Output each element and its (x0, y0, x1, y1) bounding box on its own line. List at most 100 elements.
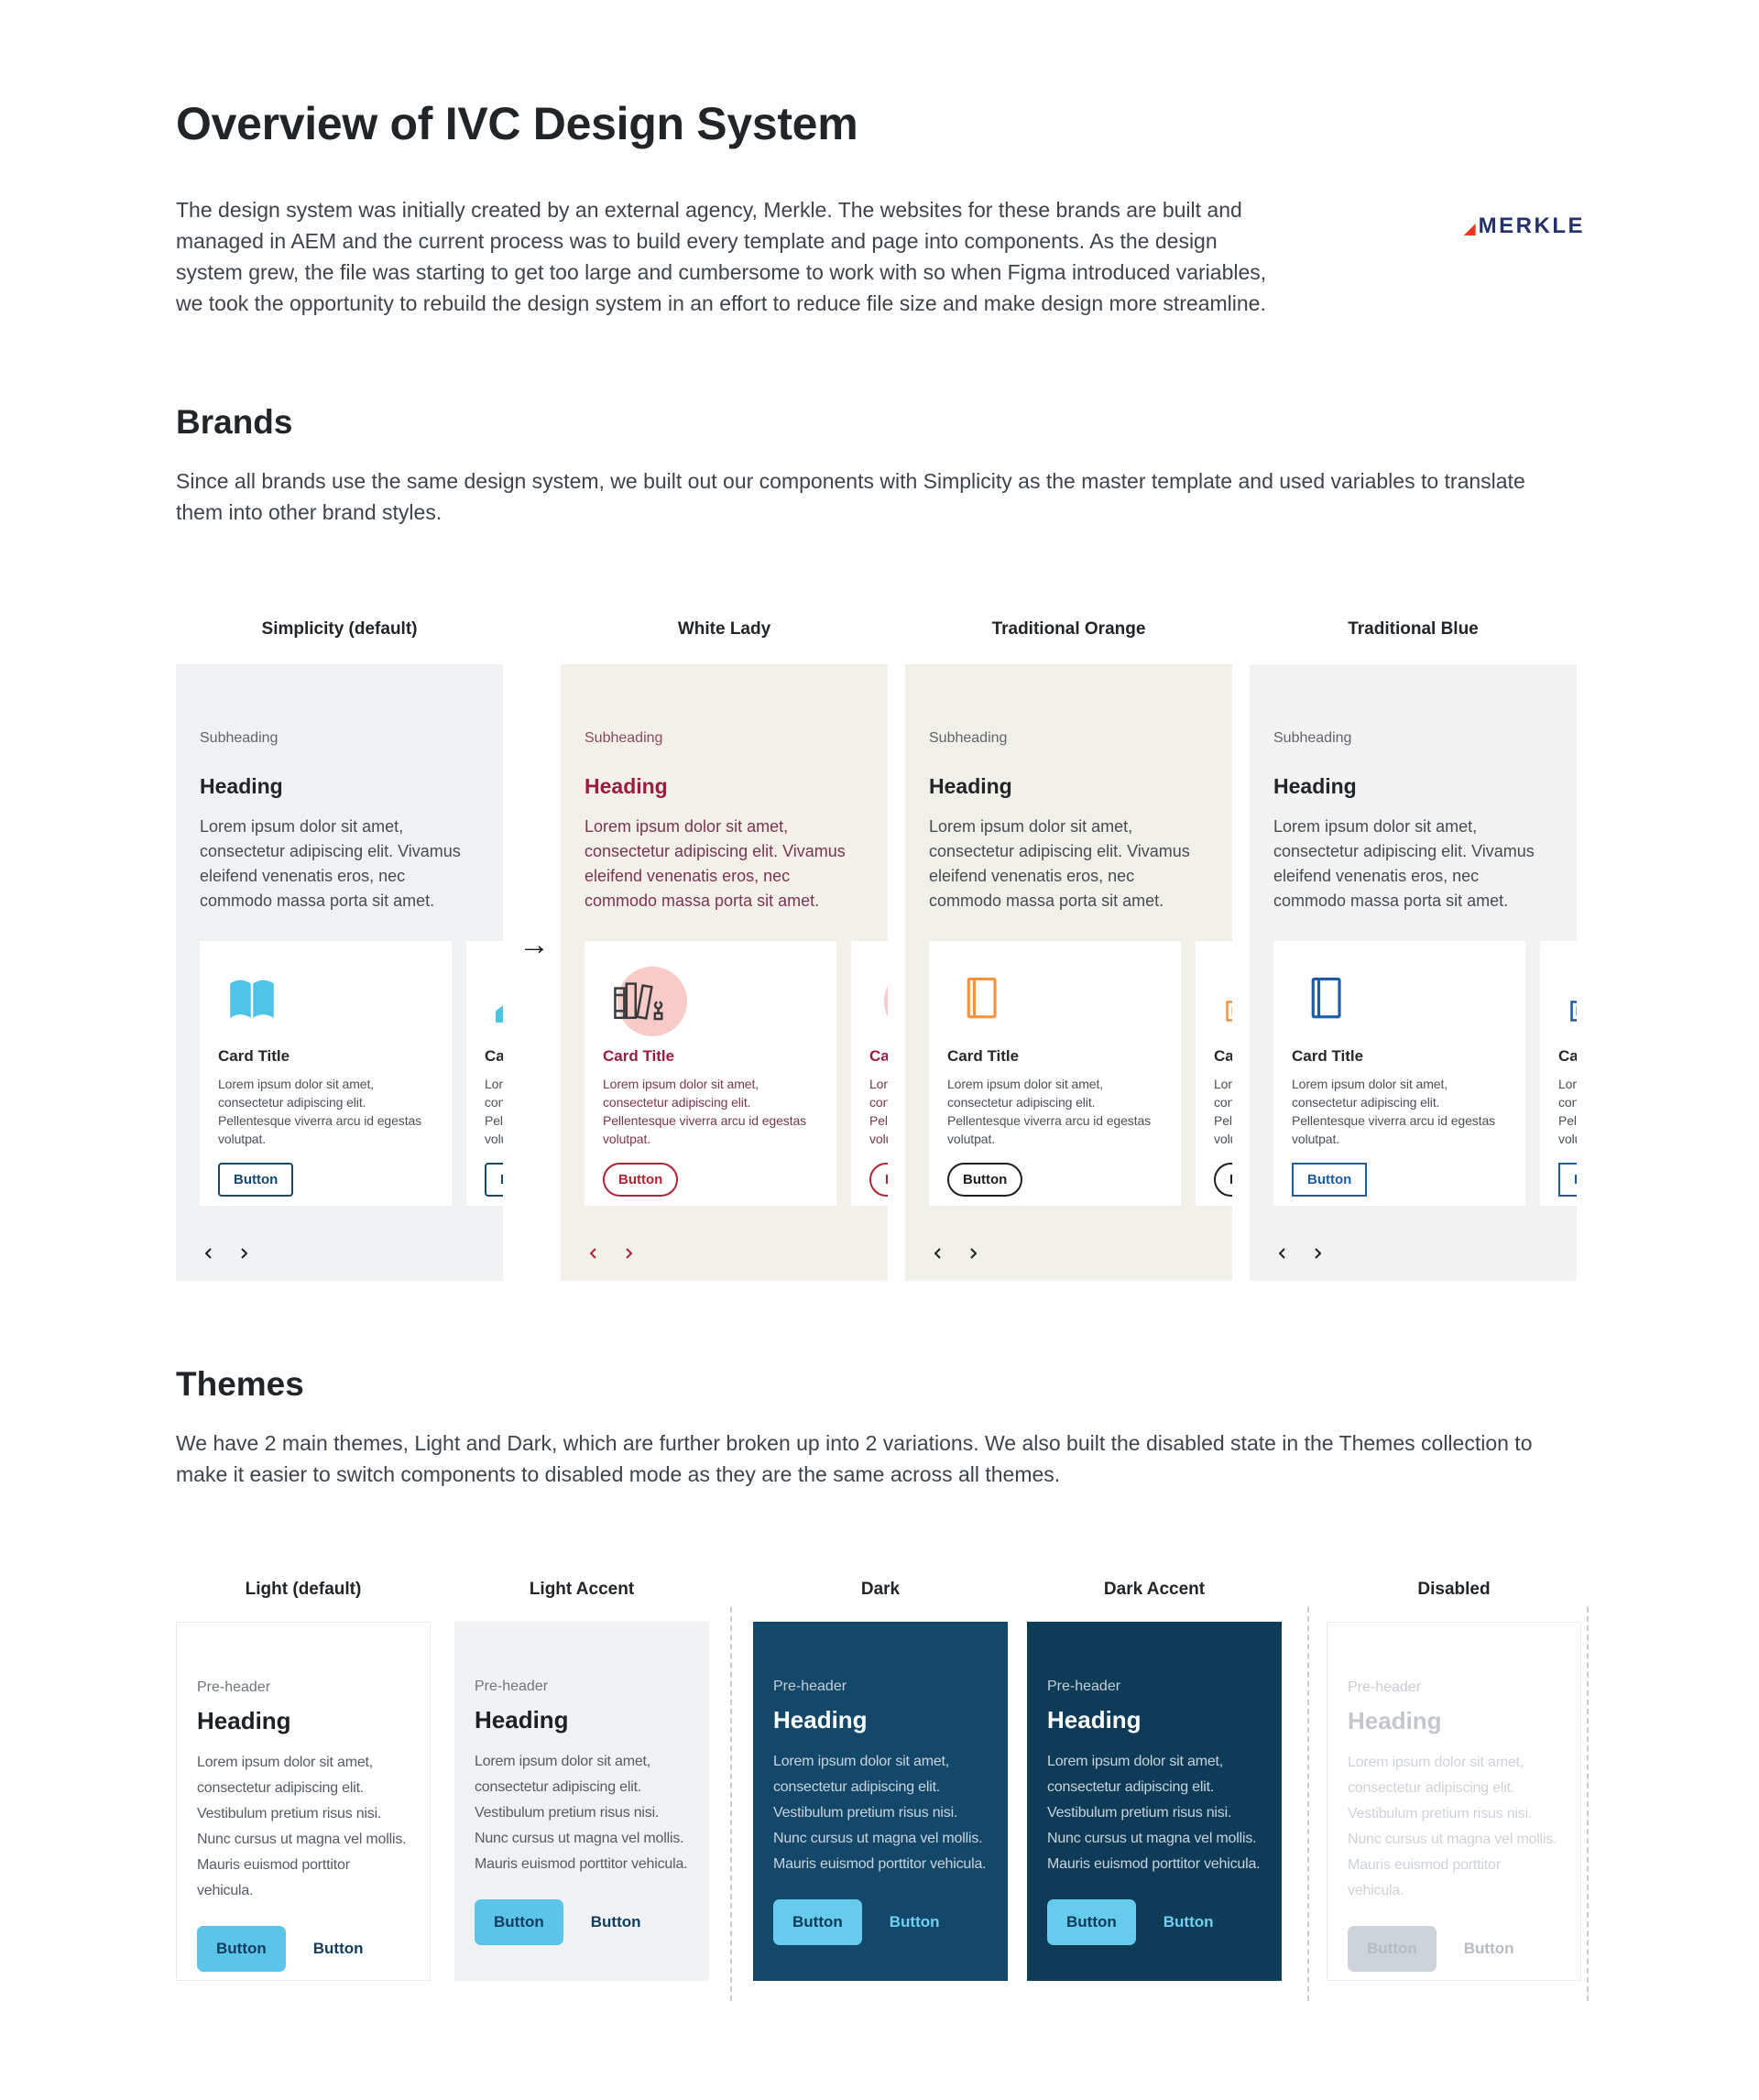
secondary-button[interactable]: Button (312, 1940, 364, 1957)
body-text: Lorem ipsum dolor sit amet, consectetur … (475, 1754, 688, 1872)
card-body: Lorem ipsum dolor sit amet, consectetur … (1292, 1077, 1496, 1146)
carousel-card: Card Title Lorem ipsum dolor sit amet, c… (1196, 941, 1232, 1206)
heading: Heading (197, 1707, 291, 1734)
card-button[interactable]: Button (869, 1163, 888, 1197)
carousel-prev-icon[interactable] (931, 1246, 945, 1261)
primary-button[interactable]: Button (1348, 1926, 1437, 1972)
themes-row: Light (default) Pre-header Heading Lorem… (176, 1580, 1759, 2001)
bookshelf-icon (614, 982, 663, 1021)
secondary-button[interactable]: Button (1163, 1913, 1214, 1930)
button-row: Button Button (197, 1926, 410, 1972)
dashed-separator (1307, 1607, 1309, 2001)
card-carousel: Card Title Lorem ipsum dolor sit amet, c… (929, 941, 1232, 1206)
theme-card-dark-accent: Pre-header Heading Lorem ipsum dolor sit… (1027, 1622, 1282, 1981)
open-book-icon (230, 979, 274, 1018)
brands-row: → Simplicity (default) Subheading Headin… (176, 619, 1759, 1281)
card-title: Card Title (1292, 1047, 1364, 1065)
pre-header: Pre-header (1348, 1679, 1422, 1695)
factory-icon (1226, 1001, 1232, 1022)
card-body: Lorem ipsum dolor sit amet, consectetur … (1558, 1077, 1577, 1146)
primary-button[interactable]: Button (475, 1899, 563, 1945)
heading: Heading (475, 1706, 569, 1734)
brand-column-simplicity: Simplicity (default) Subheading Heading … (176, 619, 503, 1281)
primary-button[interactable]: Button (197, 1926, 286, 1972)
card-icon-area (1292, 972, 1507, 1040)
subheading: Subheading (929, 730, 1008, 746)
theme-label: Disabled (1417, 1580, 1491, 1599)
carousel-card: Card Title Lorem ipsum dolor sit amet, c… (200, 941, 452, 1206)
carousel-controls (586, 1246, 888, 1261)
brands-section-description: Since all brands use the same design sys… (176, 469, 1525, 524)
merkle-logo-text: MERKLE (1478, 213, 1585, 238)
carousel-controls (1275, 1246, 1577, 1261)
brand-label: Traditional Blue (1348, 619, 1479, 639)
themes-section-heading: Themes (176, 1365, 304, 1403)
subheading: Subheading (1273, 730, 1352, 746)
merkle-logo-mark-icon (1463, 224, 1476, 235)
icon-backdrop-circle (617, 967, 687, 1036)
card-button[interactable]: Button (218, 1163, 294, 1197)
secondary-button[interactable]: Button (1463, 1940, 1514, 1957)
card-button[interactable]: Button (1292, 1163, 1368, 1197)
brand-card-traditional-orange: Subheading Heading Lorem ipsum dolor sit… (905, 664, 1232, 1281)
body-text: Lorem ipsum dolor sit amet, consectetur … (929, 817, 1190, 910)
brand-column-traditional-orange: Traditional Orange Subheading Heading Lo… (905, 619, 1232, 1281)
carousel-next-icon[interactable] (236, 1246, 251, 1261)
button-row: Button Button (773, 1899, 988, 1945)
carousel-prev-icon[interactable] (586, 1246, 601, 1261)
carousel-card: Card Title Lorem ipsum dolor sit amet, c… (466, 941, 503, 1206)
card-button[interactable]: Button (1558, 1163, 1577, 1197)
brand-card-traditional-blue: Subheading Heading Lorem ipsum dolor sit… (1250, 664, 1577, 1281)
card-icon-area (1558, 972, 1577, 1040)
theme-column-light-default: Light (default) Pre-header Heading Lorem… (176, 1580, 431, 1981)
carousel-card: Card Title Lorem ipsum dolor sit amet, c… (1273, 941, 1525, 1206)
card-button[interactable]: Button (485, 1163, 503, 1197)
theme-card-light-accent: Pre-header Heading Lorem ipsum dolor sit… (454, 1622, 709, 1981)
card-body: Lorem ipsum dolor sit amet, consectetur … (218, 1077, 422, 1146)
card-icon-area (218, 972, 433, 1040)
brand-card-white-lady: Subheading Heading Lorem ipsum dolor sit… (561, 664, 888, 1281)
church-icon (875, 972, 888, 1027)
carousel-prev-icon[interactable] (1275, 1246, 1290, 1261)
secondary-button[interactable]: Button (889, 1913, 940, 1930)
pre-header: Pre-header (773, 1679, 847, 1694)
brand-label: Simplicity (default) (261, 619, 418, 639)
primary-button[interactable]: Button (1047, 1899, 1136, 1945)
card-carousel: Card Title Lorem ipsum dolor sit amet, c… (1273, 941, 1577, 1206)
theme-label: Dark (860, 1580, 901, 1599)
intro-paragraph: The design system was initially created … (176, 198, 1267, 315)
transform-arrow-icon: → (519, 927, 550, 962)
card-button[interactable]: Button (603, 1163, 679, 1197)
carousel-next-icon[interactable] (1310, 1246, 1325, 1261)
body-text: Lorem ipsum dolor sit amet, consectetur … (200, 817, 461, 910)
church-icon (496, 1005, 503, 1023)
carousel-card: Card Title Lorem ipsum dolor sit amet, c… (1540, 941, 1577, 1206)
card-button[interactable]: Button (947, 1163, 1023, 1197)
theme-column-dark: Dark Pre-header Heading Lorem ipsum dolo… (753, 1580, 1008, 1981)
card-body: Lorem ipsum dolor sit amet, consectetur … (603, 1077, 807, 1146)
body-text: Lorem ipsum dolor sit amet, consectetur … (773, 1754, 987, 1872)
button-row: Button Button (1047, 1899, 1262, 1945)
brand-label: Traditional Orange (991, 619, 1146, 639)
carousel-prev-icon[interactable] (202, 1246, 216, 1261)
primary-button[interactable]: Button (773, 1899, 862, 1945)
page-title: Overview of IVC Design System (176, 98, 858, 149)
theme-column-light-accent: Light Accent Pre-header Heading Lorem ip… (454, 1580, 709, 1981)
theme-label: Light Accent (529, 1580, 635, 1599)
card-title: Card Title (1214, 1047, 1232, 1065)
card-title: Card Title (869, 1047, 888, 1065)
carousel-next-icon[interactable] (621, 1246, 636, 1261)
body-text: Lorem ipsum dolor sit amet, consectetur … (197, 1755, 407, 1898)
heading: Heading (929, 774, 1012, 798)
brand-column-traditional-blue: Traditional Blue Subheading Heading Lore… (1250, 619, 1577, 1281)
pre-header: Pre-header (1047, 1679, 1121, 1694)
carousel-next-icon[interactable] (966, 1246, 980, 1261)
carousel-controls (931, 1246, 1232, 1261)
brand-label: White Lady (677, 619, 771, 639)
card-carousel: Card Title Lorem ipsum dolor sit amet, c… (200, 941, 503, 1206)
button-row: Button Button (1348, 1926, 1560, 1972)
card-title: Card Title (218, 1047, 290, 1065)
button-row: Button Button (475, 1899, 689, 1945)
card-button[interactable]: Button (1214, 1163, 1232, 1197)
secondary-button[interactable]: Button (590, 1913, 641, 1930)
